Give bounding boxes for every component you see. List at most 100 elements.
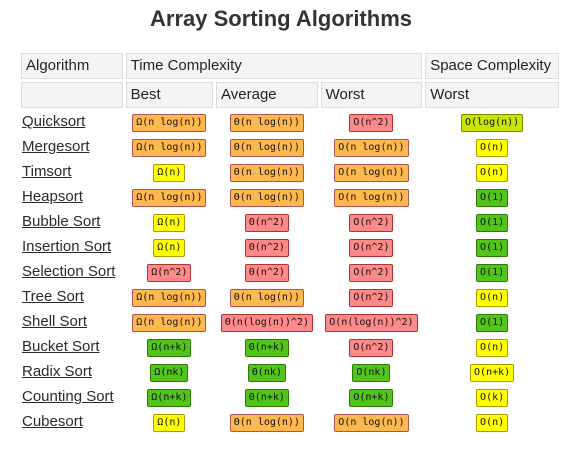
- algorithm-link[interactable]: Mergesort: [22, 138, 90, 155]
- worst-complexity-badge: O(n log(n)): [334, 414, 409, 432]
- average-complexity-badge: Θ(n(log(n))^2): [220, 314, 313, 332]
- worst-complexity-cell: O(n^2): [321, 286, 423, 308]
- space-worst-complexity-cell: O(log(n)): [425, 111, 559, 133]
- space-worst-complexity-cell: O(n): [425, 136, 559, 158]
- table-row: Heapsort Ω(n log(n)) Θ(n log(n)) O(n log(n)…: [21, 186, 559, 208]
- algorithm-name-cell: Insertion Sort: [21, 236, 123, 258]
- algorithm-name-cell: Counting Sort: [21, 386, 123, 408]
- algorithm-link[interactable]: Shell Sort: [22, 313, 88, 330]
- algorithm-link[interactable]: Quicksort: [22, 113, 86, 130]
- algorithm-link[interactable]: Counting Sort: [22, 388, 114, 405]
- worst-complexity-cell: O(n^2): [321, 261, 423, 283]
- worst-complexity-badge: O(n^2): [349, 114, 394, 132]
- worst-complexity-badge: O(n^2): [349, 239, 394, 257]
- space-worst-complexity-badge: O(1): [476, 264, 509, 282]
- algorithm-name-cell: Radix Sort: [21, 361, 123, 383]
- space-worst-complexity-badge: O(k): [476, 389, 509, 407]
- table-row: Counting Sort Ω(n+k) Θ(n+k) O(n+k) O(k): [21, 386, 559, 408]
- space-worst-complexity-badge: O(1): [476, 239, 509, 257]
- algorithm-link[interactable]: Cubesort: [22, 413, 83, 430]
- worst-complexity-badge: O(n log(n)): [334, 139, 409, 157]
- worst-complexity-badge: O(n log(n)): [334, 164, 409, 182]
- header-time-complexity: Time Complexity: [125, 53, 423, 79]
- worst-complexity-cell: O(n(log(n))^2): [321, 311, 423, 333]
- table-row: Bucket Sort Ω(n+k) Θ(n+k) O(n^2) O(n): [21, 336, 559, 358]
- best-complexity-cell: Ω(n): [126, 211, 213, 233]
- space-worst-complexity-cell: O(k): [425, 386, 559, 408]
- best-complexity-cell: Ω(n+k): [126, 336, 213, 358]
- best-complexity-badge: Ω(n log(n)): [132, 189, 207, 207]
- best-complexity-cell: Ω(n log(n)): [126, 311, 213, 333]
- table-row: Insertion Sort Ω(n) Θ(n^2) O(n^2) O(1): [21, 236, 559, 258]
- algorithm-link[interactable]: Bubble Sort: [22, 213, 101, 230]
- average-complexity-cell: Θ(n log(n)): [216, 186, 318, 208]
- algorithm-link[interactable]: Heapsort: [22, 188, 83, 205]
- table-row: Mergesort Ω(n log(n)) Θ(n log(n)) O(n log(n…: [21, 136, 559, 158]
- worst-complexity-badge: O(n^2): [349, 339, 394, 357]
- space-worst-complexity-badge: O(n): [476, 339, 509, 357]
- space-worst-complexity-cell: O(n): [425, 411, 559, 433]
- average-complexity-badge: Θ(n log(n)): [229, 164, 304, 182]
- worst-complexity-cell: O(n^2): [321, 111, 423, 133]
- header-space-complexity: Space Complexity: [425, 53, 559, 79]
- average-complexity-cell: Θ(n^2): [216, 261, 318, 283]
- best-complexity-badge: Ω(n log(n)): [132, 139, 207, 157]
- complexity-table: Algorithm Time Complexity Space Complexi…: [18, 50, 562, 436]
- space-worst-complexity-cell: O(n): [425, 336, 559, 358]
- average-complexity-badge: Θ(n^2): [244, 239, 289, 257]
- average-complexity-badge: Θ(nk): [247, 364, 286, 382]
- average-complexity-badge: Θ(n^2): [244, 264, 289, 282]
- worst-complexity-badge: O(n log(n)): [334, 189, 409, 207]
- average-complexity-badge: Θ(n+k): [244, 339, 289, 357]
- worst-complexity-cell: O(n log(n)): [321, 136, 423, 158]
- worst-complexity-badge: O(n^2): [349, 289, 394, 307]
- best-complexity-badge: Ω(n log(n)): [132, 314, 207, 332]
- space-worst-complexity-badge: O(n): [476, 414, 509, 432]
- algorithm-name-cell: Mergesort: [21, 136, 123, 158]
- best-complexity-badge: Ω(n+k): [147, 389, 192, 407]
- average-complexity-cell: Θ(n+k): [216, 386, 318, 408]
- average-complexity-cell: Θ(n+k): [216, 336, 318, 358]
- worst-complexity-cell: O(n^2): [321, 236, 423, 258]
- best-complexity-cell: Ω(n log(n)): [126, 186, 213, 208]
- space-worst-complexity-cell: O(1): [425, 186, 559, 208]
- space-worst-complexity-cell: O(1): [425, 236, 559, 258]
- average-complexity-cell: Θ(n log(n)): [216, 111, 318, 133]
- algorithm-name-cell: Quicksort: [21, 111, 123, 133]
- space-worst-complexity-badge: O(n+k): [470, 364, 515, 382]
- algorithm-link[interactable]: Bucket Sort: [22, 338, 100, 355]
- space-worst-complexity-badge: O(1): [476, 189, 509, 207]
- header-average: Average: [216, 82, 318, 108]
- worst-complexity-badge: O(n+k): [349, 389, 394, 407]
- worst-complexity-cell: O(n log(n)): [321, 186, 423, 208]
- best-complexity-badge: Ω(n log(n)): [132, 289, 207, 307]
- table-row: Timsort Ω(n) Θ(n log(n)) O(n log(n)) O(n): [21, 161, 559, 183]
- space-worst-complexity-cell: O(1): [425, 211, 559, 233]
- table-row: Quicksort Ω(n log(n)) Θ(n log(n)) O(n^2) O(l…: [21, 111, 559, 133]
- best-complexity-badge: Ω(n log(n)): [132, 114, 207, 132]
- algorithm-name-cell: Bucket Sort: [21, 336, 123, 358]
- algorithm-link[interactable]: Insertion Sort: [22, 238, 112, 255]
- average-complexity-badge: Θ(n log(n)): [229, 139, 304, 157]
- best-complexity-cell: Ω(n): [126, 161, 213, 183]
- header-row-2: Best Average Worst Worst: [21, 82, 559, 108]
- algorithm-link[interactable]: Selection Sort: [22, 263, 116, 280]
- space-worst-complexity-badge: O(n): [476, 139, 509, 157]
- worst-complexity-badge: O(n^2): [349, 214, 394, 232]
- algorithm-link[interactable]: Tree Sort: [22, 288, 84, 305]
- average-complexity-cell: Θ(n log(n)): [216, 411, 318, 433]
- best-complexity-cell: Ω(n log(n)): [126, 136, 213, 158]
- table-row: Shell Sort Ω(n log(n)) Θ(n(log(n))^2) O(n(l…: [21, 311, 559, 333]
- algorithm-link[interactable]: Timsort: [22, 163, 72, 180]
- space-worst-complexity-cell: O(1): [425, 261, 559, 283]
- header-worst: Worst: [320, 82, 423, 108]
- algorithm-name-cell: Selection Sort: [21, 261, 123, 283]
- space-worst-complexity-cell: O(n): [425, 286, 559, 308]
- worst-complexity-cell: O(n+k): [321, 386, 423, 408]
- average-complexity-cell: Θ(n(log(n))^2): [216, 311, 318, 333]
- best-complexity-cell: Ω(n): [126, 411, 213, 433]
- worst-complexity-cell: O(nk): [321, 361, 423, 383]
- algorithm-link[interactable]: Radix Sort: [22, 363, 93, 380]
- space-worst-complexity-badge: O(1): [476, 214, 509, 232]
- table-body: Quicksort Ω(n log(n)) Θ(n log(n)) O(n^2) O(l…: [21, 111, 559, 433]
